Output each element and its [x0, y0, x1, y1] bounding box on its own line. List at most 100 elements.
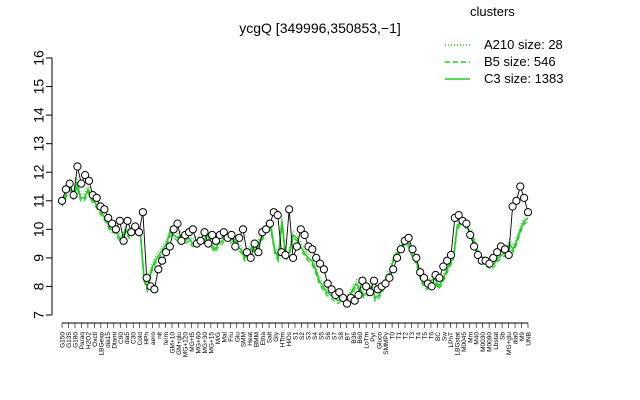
- x-tick-label: SMMPy: [383, 331, 390, 355]
- data-point: [100, 205, 109, 214]
- data-point: [292, 242, 301, 251]
- data-point: [123, 216, 132, 225]
- x-tick-label: MG+glu: [506, 332, 513, 355]
- data-point: [300, 230, 309, 240]
- x-tick-label: Mal: [221, 331, 228, 342]
- x-tick-label: nit: [157, 332, 164, 339]
- data-point: [381, 279, 390, 288]
- x-tick-label: BMM: [254, 332, 261, 347]
- x-tick-label: B60: [357, 332, 364, 344]
- data-point: [254, 248, 263, 257]
- data-point: [366, 288, 375, 297]
- x-tick-label: Cold: [137, 332, 144, 346]
- x-tick-label: HTim: [280, 332, 287, 347]
- x-tick-label: B36: [351, 332, 358, 344]
- data-point: [312, 253, 321, 262]
- data-point: [508, 202, 517, 211]
- data-point: [111, 225, 121, 234]
- data-point: [177, 236, 186, 245]
- data-point: [473, 250, 482, 260]
- data-point: [69, 191, 78, 200]
- x-tick-label: S2: [299, 332, 306, 340]
- x-tick-label: Fru: [228, 332, 235, 342]
- data-point: [142, 273, 151, 282]
- x-tick-label: G150: [60, 332, 67, 348]
- data-point: [262, 225, 271, 234]
- data-point: [416, 268, 425, 277]
- data-point: [342, 299, 352, 308]
- x-tick-label: dia5: [124, 332, 131, 345]
- data-point: [319, 265, 328, 274]
- y-tick-label: 7: [31, 311, 47, 319]
- y-tick-label: 11: [31, 193, 47, 208]
- data-point: [520, 193, 529, 202]
- x-tick-label: T2: [403, 332, 410, 340]
- data-point: [65, 179, 74, 188]
- x-tick-label: HPh: [144, 332, 151, 345]
- legend: clusters A210 size: 28 B5 size: 546 C3 siz…: [445, 4, 564, 86]
- data-point: [227, 230, 236, 240]
- x-tick-label: MG+t5: [189, 332, 196, 352]
- data-point: [369, 276, 379, 285]
- x-tick-label: S5: [318, 332, 325, 340]
- data-point: [231, 242, 240, 251]
- data-point: [358, 276, 367, 285]
- data-point: [134, 228, 144, 237]
- x-tick-label: LPhT: [448, 332, 455, 348]
- cluster-series: [57, 162, 533, 308]
- x-tick-label: dia0: [513, 332, 520, 345]
- data-point: [161, 248, 171, 257]
- data-point: [219, 228, 228, 237]
- data-point: [523, 208, 533, 217]
- x-tick-label: M0030: [480, 332, 487, 352]
- data-point: [493, 248, 502, 257]
- data-point: [238, 225, 248, 234]
- data-point: [200, 228, 209, 237]
- series-c3-line: [61, 180, 529, 302]
- x-tick-label: T0: [390, 332, 397, 340]
- x-tick-label: HiOs: [286, 331, 293, 346]
- legend-entry-label: B5 size: 546: [484, 54, 556, 69]
- y-tick-label: 14: [31, 107, 47, 123]
- data-point: [165, 242, 174, 251]
- data-point: [427, 282, 436, 291]
- x-tick-label: Diami: [111, 332, 118, 349]
- data-point: [196, 236, 205, 245]
- x-tick-label: Paraq: [79, 332, 86, 350]
- data-point: [92, 193, 101, 202]
- data-point: [246, 253, 255, 262]
- y-tick-label: 15: [31, 79, 47, 95]
- x-tick-label: GM+10: [170, 332, 177, 354]
- y-axis: 7 8 9 10 11 12 13 14 15 16: [31, 50, 53, 319]
- data-point: [485, 259, 494, 268]
- data-point: [281, 250, 290, 260]
- data-point: [385, 273, 394, 282]
- x-tick-label: Mm: [467, 332, 474, 343]
- data-point: [285, 205, 294, 214]
- data-point: [323, 279, 332, 288]
- data-point: [516, 182, 525, 191]
- data-point: [242, 248, 251, 257]
- x-tick-label: T3: [409, 332, 416, 340]
- x-tick-label: M0090: [487, 332, 494, 352]
- x-tick-label: T6: [428, 332, 435, 340]
- data-point: [354, 290, 363, 300]
- data-point: [335, 288, 344, 297]
- data-point: [408, 245, 417, 254]
- x-tick-label: MG+120: [182, 332, 189, 357]
- series-a210-line: [61, 177, 529, 298]
- data-point: [500, 245, 509, 254]
- data-point: [73, 162, 82, 171]
- x-tick-label: MG+60: [195, 332, 202, 354]
- data-point: [204, 239, 213, 248]
- x-tick-label: G135: [66, 332, 73, 348]
- data-point: [454, 211, 463, 220]
- y-tick-label: 16: [31, 50, 47, 66]
- data-point: [466, 230, 475, 240]
- data-point: [419, 273, 429, 282]
- data-point: [350, 296, 359, 305]
- x-tick-label: Oxctl: [92, 331, 99, 346]
- data-point: [158, 256, 167, 265]
- data-point: [470, 242, 479, 251]
- x-tick-label: LBGexp: [98, 332, 105, 356]
